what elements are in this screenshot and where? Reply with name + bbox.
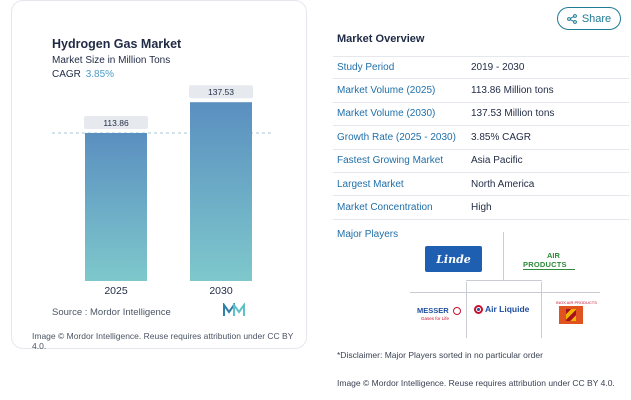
players-title: Major Players bbox=[337, 229, 399, 240]
bar-2025 bbox=[85, 132, 147, 281]
overview-label: Market Concentration bbox=[337, 202, 433, 214]
overview-label: Fastest Growing Market bbox=[337, 155, 444, 167]
chart-source: Source : Mordor Intelligence bbox=[52, 307, 171, 318]
overview-label: Growth Rate (2025 - 2030) bbox=[337, 131, 456, 143]
value-label-background bbox=[84, 115, 148, 129]
linde-logo: Linde bbox=[425, 246, 482, 272]
category-label: 2025 bbox=[104, 285, 128, 297]
air-liquide-logo-text: Air Liquide bbox=[485, 304, 530, 314]
overview-row-study-period: Study Period 2019 - 2030 bbox=[333, 56, 629, 80]
overview-value: Asia Pacific bbox=[471, 155, 523, 167]
air-products-logo-top: AIR bbox=[547, 251, 560, 260]
inox-logo-mark bbox=[559, 306, 583, 324]
overview-value: 113.86 Million tons bbox=[471, 85, 554, 97]
grid-divider bbox=[541, 282, 542, 338]
overview-title: Market Overview bbox=[337, 33, 425, 45]
overview-value: 2019 - 2030 bbox=[471, 62, 525, 74]
share-icon bbox=[566, 13, 577, 24]
overview-row-concentration: Market Concentration High bbox=[333, 196, 629, 220]
messer-logo-subtext: Gases for Life bbox=[421, 316, 450, 321]
value-label: 113.86 bbox=[103, 118, 129, 128]
grid-divider bbox=[410, 292, 600, 293]
share-button[interactable]: Share bbox=[557, 7, 621, 30]
overview-row-largest-market: Largest Market North America bbox=[333, 173, 629, 197]
mordor-intelligence-logo-icon bbox=[223, 303, 245, 316]
overview-row-fastest-growing: Fastest Growing Market Asia Pacific bbox=[333, 150, 629, 173]
air-liquide-logo-mark bbox=[474, 304, 483, 314]
chart-attribution: Image © Mordor Intelligence. Reuse requi… bbox=[32, 331, 294, 351]
chart-title: Hydrogen Gas Market bbox=[52, 37, 182, 51]
value-label-background bbox=[189, 85, 253, 99]
air-products-logo: AIR PRODUCTS bbox=[521, 250, 581, 272]
bar-2030 bbox=[190, 102, 252, 281]
bar-chart: 113.86 2025 137.53 2030 bbox=[52, 85, 274, 297]
cagr-label: CAGR bbox=[52, 69, 81, 80]
cagr-value: 3.85% bbox=[85, 69, 115, 80]
air-products-logo-bottom: PRODUCTS bbox=[523, 260, 567, 269]
overview-label: Market Volume (2030) bbox=[337, 108, 436, 120]
messer-logo-text: MESSER bbox=[417, 306, 449, 315]
overview-table: Study Period 2019 - 2030 Market Volume (… bbox=[333, 56, 629, 220]
chart-cagr: CAGR 3.85% bbox=[52, 69, 114, 80]
grid-divider bbox=[466, 280, 542, 281]
overview-value: 3.85% CAGR bbox=[471, 131, 532, 143]
overview-row-growth-rate: Growth Rate (2025 - 2030) 3.85% CAGR bbox=[333, 126, 629, 150]
messer-logo-mark bbox=[453, 307, 461, 315]
disclaimer: *Disclaimer: Major Players sorted in no … bbox=[337, 350, 543, 360]
overview-row-volume-2025: Market Volume (2025) 113.86 Million tons bbox=[333, 79, 629, 103]
air-products-logo-bar bbox=[523, 269, 575, 270]
overview-label: Market Volume (2025) bbox=[337, 85, 436, 97]
grid-divider bbox=[466, 282, 467, 338]
overview-label: Study Period bbox=[337, 62, 395, 74]
linde-logo-text: Linde bbox=[436, 252, 471, 266]
overview-value: North America bbox=[471, 178, 535, 190]
inox-air-products-logo: INOX AIR PRODUCTS bbox=[556, 300, 597, 326]
grid-divider bbox=[503, 232, 504, 280]
air-liquide-logo: Air Liquide bbox=[474, 302, 532, 316]
attribution: Image © Mordor Intelligence. Reuse requi… bbox=[337, 378, 615, 388]
messer-logo: MESSER Gases for Life bbox=[417, 307, 463, 325]
overview-row-volume-2030: Market Volume (2030) 137.53 Million tons bbox=[333, 103, 629, 127]
value-label: 137.53 bbox=[208, 87, 234, 97]
overview-label: Largest Market bbox=[337, 178, 404, 190]
chart-subtitle: Market Size in Million Tons bbox=[52, 55, 171, 66]
chart-card: 113.86 2025 137.53 2030 Hydrogen Gas Market… bbox=[11, 0, 307, 351]
overview-value: 137.53 Million tons bbox=[471, 108, 555, 120]
share-label: Share bbox=[581, 12, 612, 25]
inox-logo-text: INOX AIR PRODUCTS bbox=[556, 300, 597, 305]
category-label: 2030 bbox=[209, 285, 233, 297]
overview-value: High bbox=[471, 202, 492, 214]
